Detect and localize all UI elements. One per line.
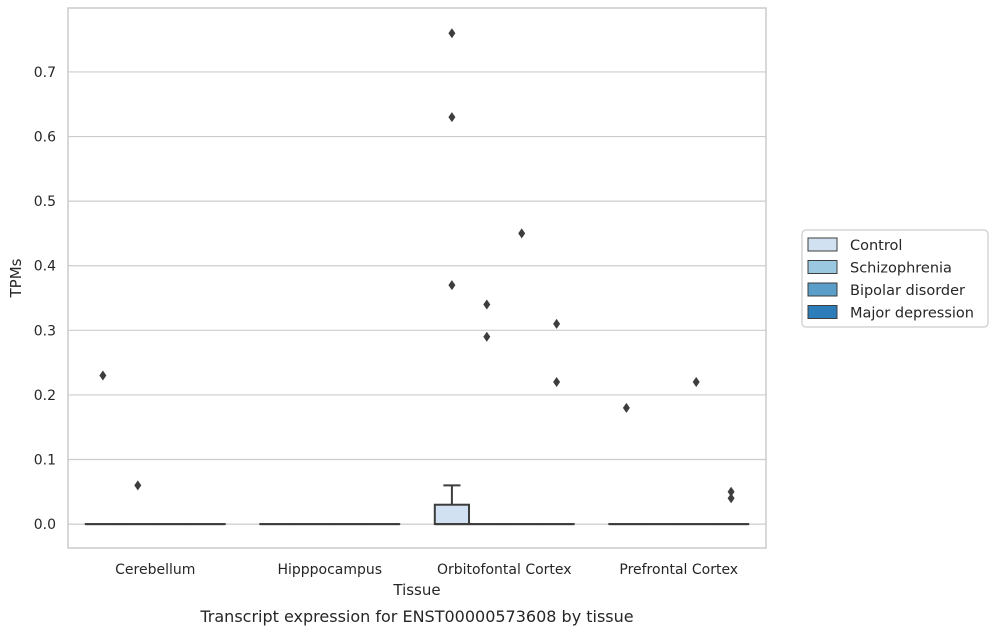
x-tick-label: Hipppocampus: [277, 562, 382, 578]
y-tick-label: 0.5: [34, 194, 56, 210]
outlier-point: [134, 480, 142, 491]
legend-label: Major depression: [850, 306, 974, 322]
x-tick-label: Cerebellum: [115, 562, 195, 578]
legend: Control Schizophrenia Bipolar disorder Majo…: [801, 229, 989, 328]
box-control: [433, 484, 471, 526]
legend-label: Bipolar disorder: [850, 283, 965, 299]
y-tick-label: 0.3: [34, 323, 56, 339]
outlier-point: [448, 112, 456, 123]
outlier-points: [99, 28, 735, 504]
outlier-point: [553, 318, 561, 329]
outlier-point: [727, 493, 735, 504]
x-axis-label: Tissue: [392, 581, 440, 599]
y-tick-label: 0.1: [34, 453, 56, 469]
outlier-point: [99, 370, 107, 381]
outlier-point: [518, 228, 526, 239]
box-body: [433, 503, 471, 526]
gridlines: [68, 71, 766, 525]
legend-swatch: [807, 237, 838, 252]
outlier-point: [727, 486, 735, 497]
outlier-point: [553, 376, 561, 387]
outlier-point: [448, 280, 456, 291]
legend-swatch: [807, 282, 838, 297]
chart-caption: Transcript expression for ENST0000057360…: [199, 607, 633, 626]
outlier-point: [448, 28, 456, 39]
box-plot-marks: [84, 484, 750, 526]
x-axis-ticks: Cerebellum Hipppocampus Orbitofontal Corte…: [115, 562, 738, 578]
outlier-point: [483, 299, 491, 310]
y-axis-label: TPMs: [7, 258, 25, 298]
legend-swatch: [807, 260, 838, 274]
outlier-point: [483, 331, 491, 342]
plot-area-frame: [67, 7, 767, 549]
y-tick-label: 0.0: [34, 517, 56, 533]
y-tick-label: 0.2: [34, 388, 56, 404]
legend-label: Schizophrenia: [850, 261, 952, 277]
outlier-point: [692, 376, 700, 387]
x-tick-label: Prefrontal Cortex: [619, 562, 738, 578]
outlier-point: [622, 402, 630, 413]
x-tick-label: Orbitofontal Cortex: [437, 562, 572, 578]
y-tick-label: 0.4: [34, 259, 56, 275]
y-axis-ticks: 0.0 0.1 0.2 0.3 0.4 0.5 0.6 0.7: [34, 65, 56, 533]
legend-swatch: [807, 305, 838, 319]
legend-label: Control: [850, 238, 902, 254]
y-tick-label: 0.7: [34, 65, 56, 81]
y-tick-label: 0.6: [34, 130, 56, 146]
legend-frame: [801, 229, 989, 328]
